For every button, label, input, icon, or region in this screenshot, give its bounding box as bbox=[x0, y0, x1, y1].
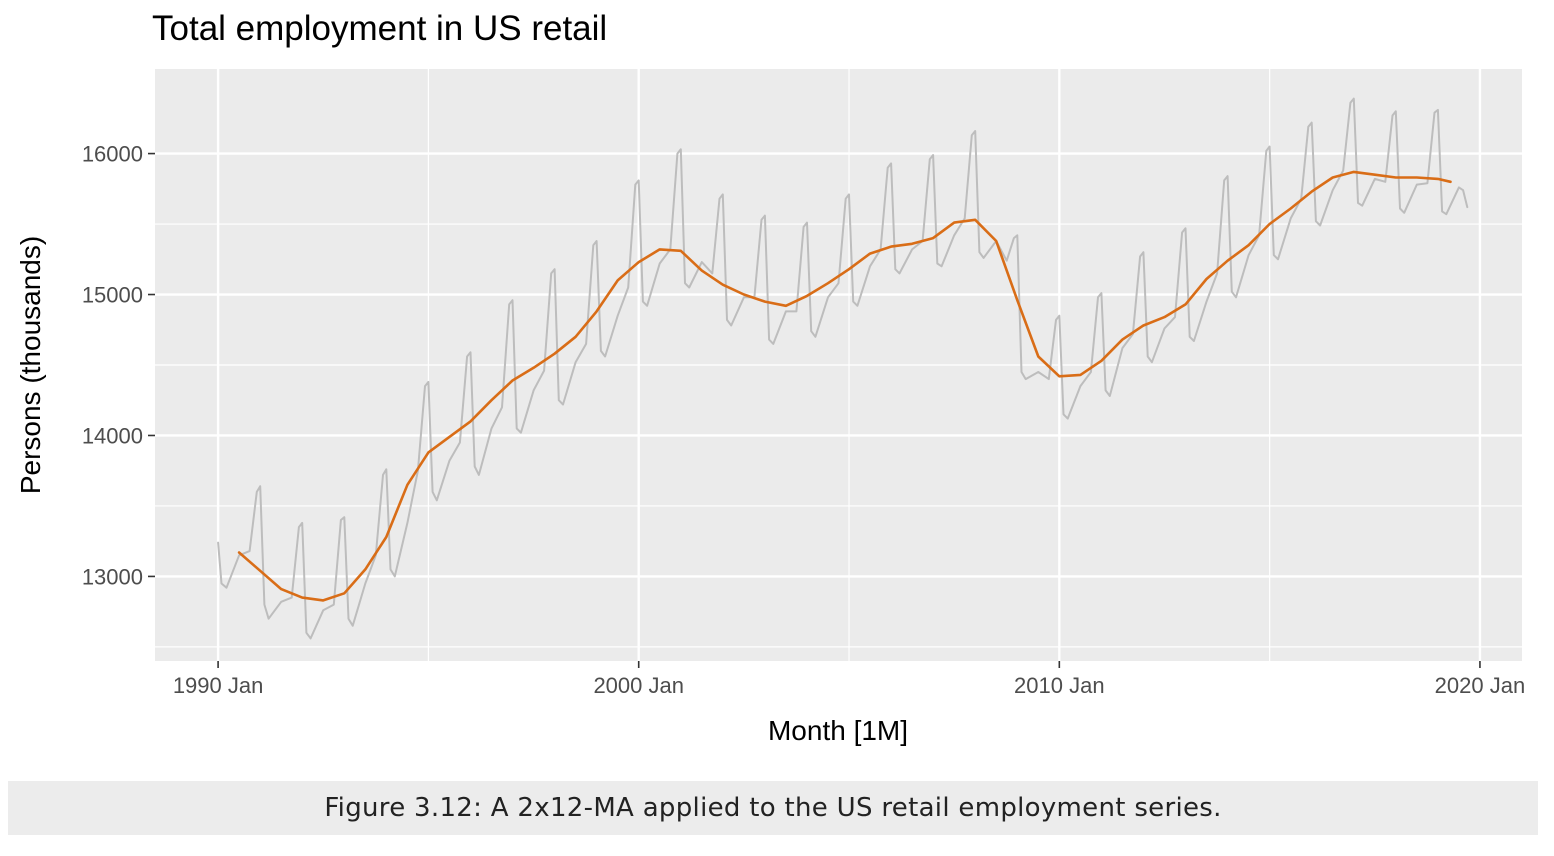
grid-minor-horizontal bbox=[155, 223, 1522, 648]
figure-caption-text: Figure 3.12: A 2x12-MA applied to the US… bbox=[324, 793, 1222, 823]
y-tick-label: 16000 bbox=[82, 142, 143, 167]
chart: Total employment in US retail 13000 14000… bbox=[15, 9, 1525, 746]
y-tick-label: 13000 bbox=[82, 564, 143, 589]
x-axis: 1990 Jan 2000 Jan 2010 Jan 2020 Jan bbox=[173, 661, 1525, 698]
x-axis-label: Month [1M] bbox=[768, 715, 908, 746]
series-layer bbox=[217, 97, 1469, 640]
grid-major-horizontal bbox=[155, 152, 1522, 578]
series-line-original bbox=[217, 97, 1469, 640]
grid-major-vertical bbox=[216, 69, 1482, 661]
y-axis: 13000 14000 15000 16000 bbox=[82, 142, 155, 589]
figure-caption: Figure 3.12: A 2x12-MA applied to the US… bbox=[8, 781, 1538, 835]
y-axis-label: Persons (thousands) bbox=[15, 236, 46, 494]
series-line-moving-average bbox=[237, 170, 1452, 602]
y-tick-label: 14000 bbox=[82, 423, 143, 448]
x-tick-label: 2000 Jan bbox=[593, 673, 684, 698]
y-tick-label: 15000 bbox=[82, 283, 143, 308]
x-tick-label: 1990 Jan bbox=[173, 673, 264, 698]
x-tick-label: 2010 Jan bbox=[1014, 673, 1105, 698]
x-tick-label: 2020 Jan bbox=[1435, 673, 1526, 698]
chart-title: Total employment in US retail bbox=[152, 9, 607, 48]
